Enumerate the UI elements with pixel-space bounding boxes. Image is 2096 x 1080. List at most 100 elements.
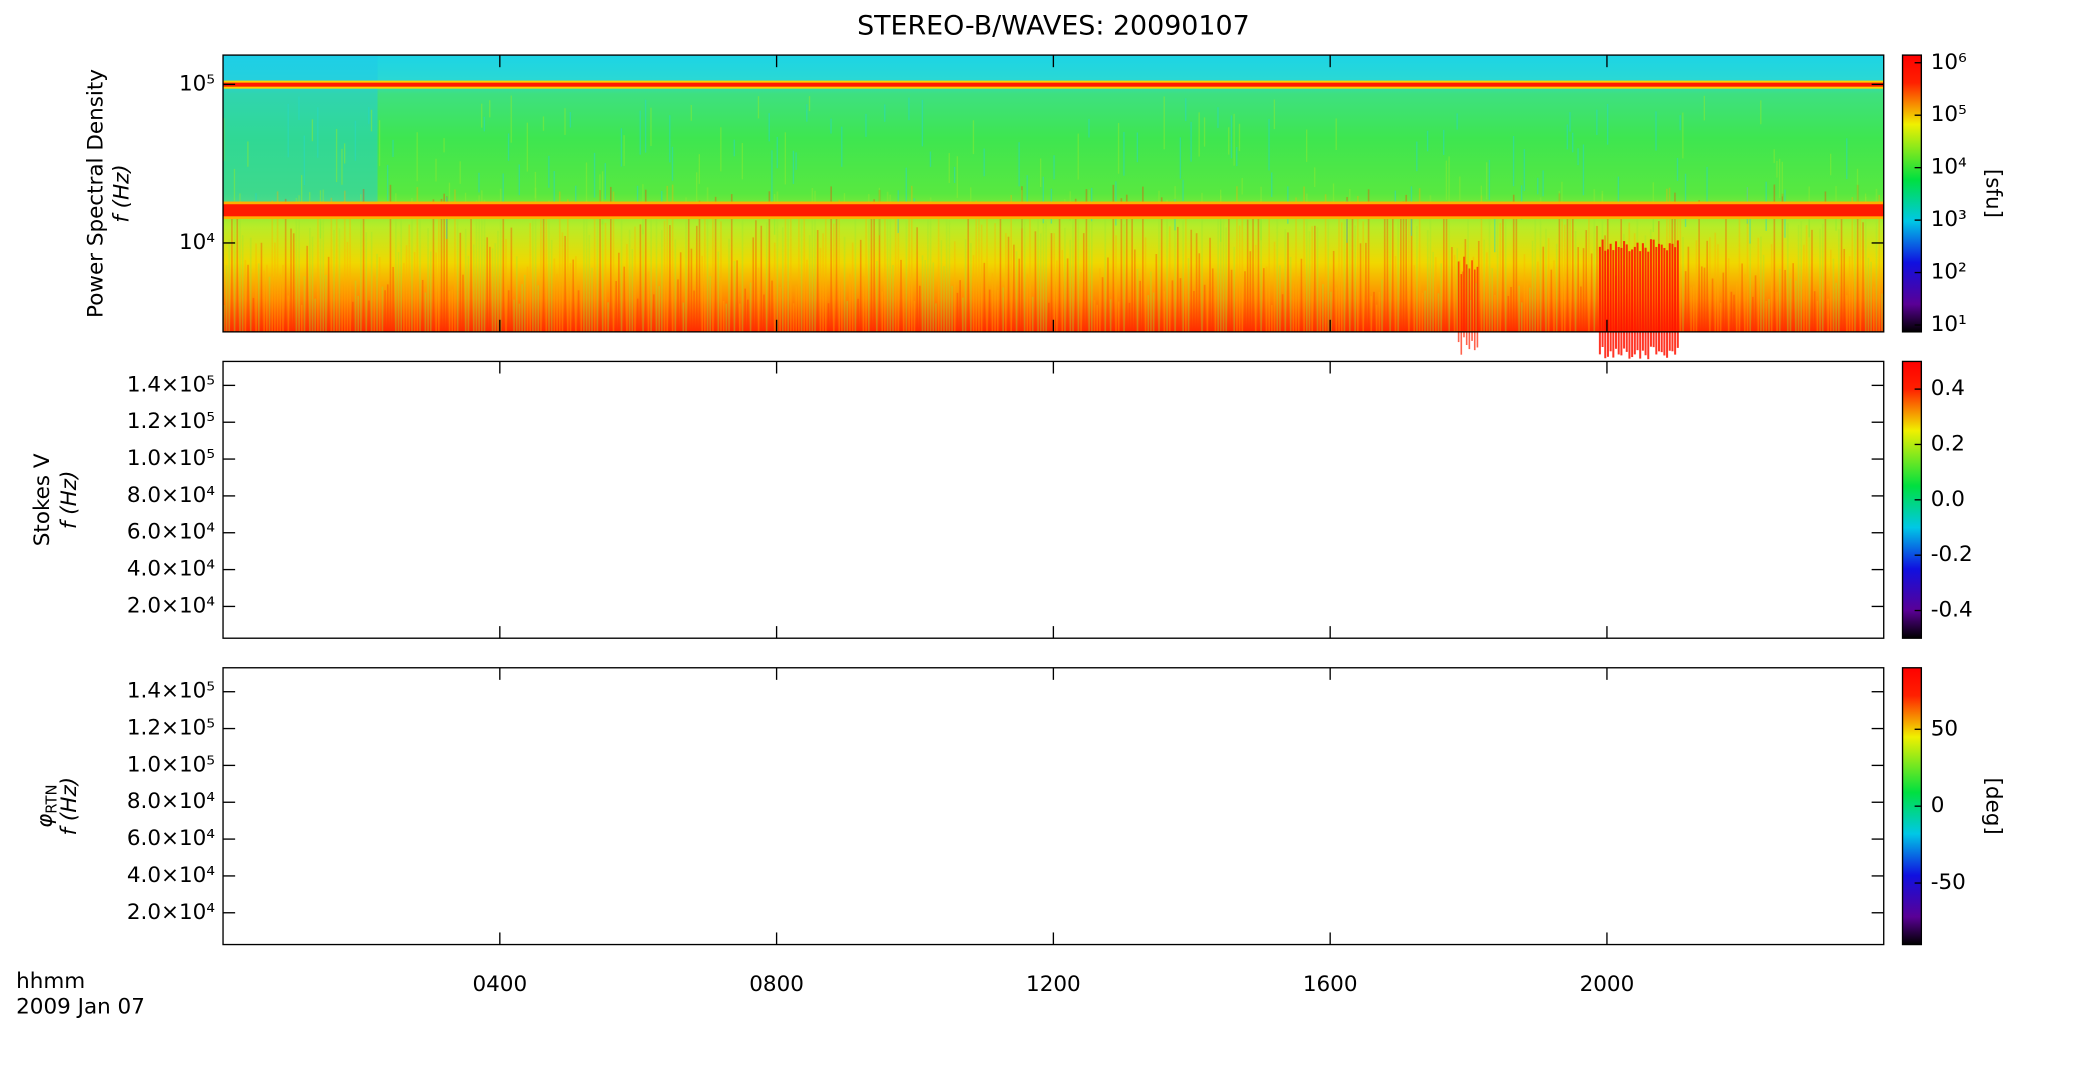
spectrogram-streak (569, 112, 572, 128)
spectrogram-streak (346, 241, 349, 332)
spectrogram-streak (1577, 247, 1579, 332)
spectrogram-streak (795, 286, 798, 332)
spectrogram-streak (408, 224, 411, 332)
spectrogram-streak (341, 280, 343, 332)
spectrogram-streak (432, 199, 435, 332)
spectrogram-streak (806, 259, 808, 332)
colorbar (1902, 667, 1922, 945)
spectrogram-streak (1246, 219, 1249, 332)
spectrogram-streak (1545, 228, 1547, 332)
spectrogram-streak (1467, 219, 1469, 332)
spectrogram-streak (1461, 271, 1464, 332)
burst-streak (1617, 246, 1620, 355)
spectrogram-streak (1375, 304, 1378, 332)
spectrogram-streak (1314, 167, 1316, 187)
spectrogram-streak (1099, 268, 1101, 332)
spectrogram-streak (561, 232, 564, 332)
burst-streak (1641, 243, 1644, 351)
spectrogram-streak (698, 200, 701, 332)
spectrogram-streak (1072, 209, 1074, 332)
spectrogram-streak (1123, 132, 1125, 176)
spectrogram-streak (1128, 302, 1131, 332)
spectrogram-streak (1682, 112, 1684, 159)
spectrogram-streak (634, 226, 636, 332)
panel-frame (222, 360, 1885, 639)
spectrogram-streak (1725, 216, 1727, 332)
spectrogram-streak (902, 278, 905, 332)
spectrogram-streak (362, 189, 365, 332)
spectrogram-streak (1125, 194, 1128, 332)
spectrogram-streak (924, 260, 927, 332)
spectrogram-streak (1577, 148, 1579, 166)
spectrogram-streak (964, 239, 967, 332)
spectrogram-streak (620, 210, 623, 332)
spectrogram-streak (1340, 222, 1343, 332)
spectrogram-streak (599, 189, 601, 332)
spectrogram-streak (1359, 243, 1362, 332)
spectrogram-streak (741, 143, 744, 180)
spectrogram-streak (524, 274, 526, 332)
spectrogram-streak (806, 104, 808, 122)
spectrogram-streak (1281, 294, 1284, 332)
spectrogram-streak (1569, 202, 1571, 332)
spectrogram-streak (1381, 279, 1383, 332)
spectrogram-streak (765, 222, 768, 332)
spectrogram-streak (841, 280, 843, 332)
spectrogram-streak (540, 206, 542, 332)
spectrogram-streak (655, 211, 658, 332)
spectrogram-streak (808, 96, 811, 112)
plot-area: STEREO-B/WAVES: 20090107 10⁴ 10⁵ Power Spec… (16, 10, 2005, 1019)
spectrogram-streak (921, 99, 924, 147)
spectrogram-streak (255, 243, 257, 332)
spectrogram-streak (695, 225, 698, 332)
spectrogram-streak (1539, 197, 1542, 332)
spectrogram-streak (1217, 208, 1219, 332)
spectrogram-streak (1875, 188, 1878, 332)
spectrogram-streak (1335, 118, 1337, 150)
spectrogram-streak (1324, 194, 1327, 332)
spectrogram-streak (1112, 184, 1115, 332)
spectrogram-streak (1007, 236, 1010, 332)
spectrogram-streak (1123, 224, 1125, 332)
spectrogram-streak (1488, 159, 1491, 200)
spectrogram-streak (803, 204, 806, 332)
y-tick-label: 8.0×10⁴ (127, 789, 215, 814)
spectrogram-streak (1260, 186, 1262, 332)
spectrogram-streak (1418, 188, 1421, 332)
burst-streak (1615, 241, 1618, 349)
spectrogram-streak (720, 127, 722, 172)
burst-streak (1660, 244, 1663, 353)
spectrogram-streak (438, 205, 440, 332)
spectrogram-streak (1547, 238, 1550, 332)
spectrogram-streak (1015, 251, 1018, 332)
spectrogram-streak (862, 275, 865, 332)
spectrogram-streak (467, 255, 470, 332)
spectrogram-streak (752, 237, 755, 332)
y-tick-label: 1.4×10⁵ (127, 372, 215, 397)
spectrogram-streak (886, 191, 889, 332)
spectrogram-streak (1475, 283, 1477, 332)
spectrogram-streak (749, 282, 752, 332)
spectrogram-streak (1690, 287, 1692, 332)
spectrogram-streak (1786, 222, 1789, 332)
spectrogram-streak (1271, 172, 1273, 197)
spectrogram-streak (967, 201, 970, 332)
spectrogram-streak (1136, 132, 1139, 163)
y-axis-label: f (Hz) (57, 777, 82, 836)
spectrogram-streak (647, 271, 650, 332)
spectrogram-streak (247, 264, 249, 332)
spectrogram-streak (854, 205, 857, 332)
spectrogram-streak (1448, 213, 1451, 332)
spectrogram-streak (1034, 231, 1037, 332)
spectrogram-streak (773, 242, 776, 332)
spectrogram-streak (1537, 261, 1539, 332)
burst-streak (1612, 250, 1615, 358)
spectrogram-streak (317, 218, 319, 332)
spectrogram-streak (370, 109, 373, 132)
spectrogram-streak (685, 197, 687, 332)
spectrogram-streak (747, 299, 749, 332)
spectrogram-streak (736, 260, 738, 332)
spectrogram-streak (1394, 190, 1397, 210)
burst-streak (1658, 243, 1661, 352)
